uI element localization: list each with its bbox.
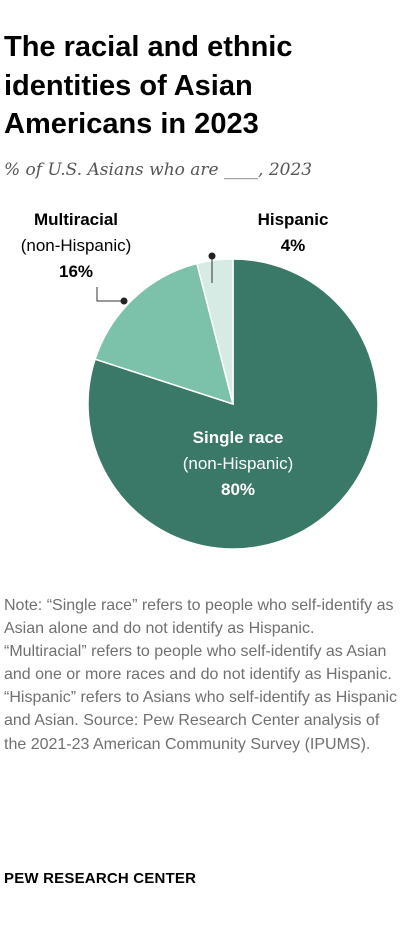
slice-qualifier-single-race: (non-Hispanic) <box>183 454 294 473</box>
pie-slice-multiracial <box>94 262 235 406</box>
pie-slice-hispanic <box>196 258 234 405</box>
note-text: Note: “Single race” refers to people who… <box>4 597 398 730</box>
slice-label-multiracial: Multiracial <box>34 210 118 229</box>
chart-subtitle: % of U.S. Asians who are ____, 2023 <box>4 160 313 180</box>
leader-dot-multiracial <box>120 297 128 305</box>
slice-value-single-race: 80% <box>221 480 255 499</box>
leader-dot-hispanic <box>208 252 216 260</box>
source-text: Source: Pew Research Center analysis of … <box>4 712 380 753</box>
leader-line-multiracial <box>96 287 124 302</box>
slice-value-hispanic: 4% <box>281 236 306 255</box>
pew-research-center-logo: PEW RESEARCH CENTER <box>4 870 197 887</box>
slice-value-multiracial: 16% <box>59 262 93 281</box>
chart-title: The racial and ethnic identities of Asia… <box>4 31 293 140</box>
slice-label-single-race: Single race <box>193 428 284 447</box>
slice-qualifier-multiracial: (non-Hispanic) <box>21 236 132 255</box>
pie-slices <box>87 258 379 550</box>
pie-chart: Multiracial (non-Hispanic) 16% Hispanic … <box>21 210 379 550</box>
chart-notes: Note: “Single race” refers to people who… <box>4 594 398 756</box>
slice-label-hispanic: Hispanic <box>258 210 329 229</box>
